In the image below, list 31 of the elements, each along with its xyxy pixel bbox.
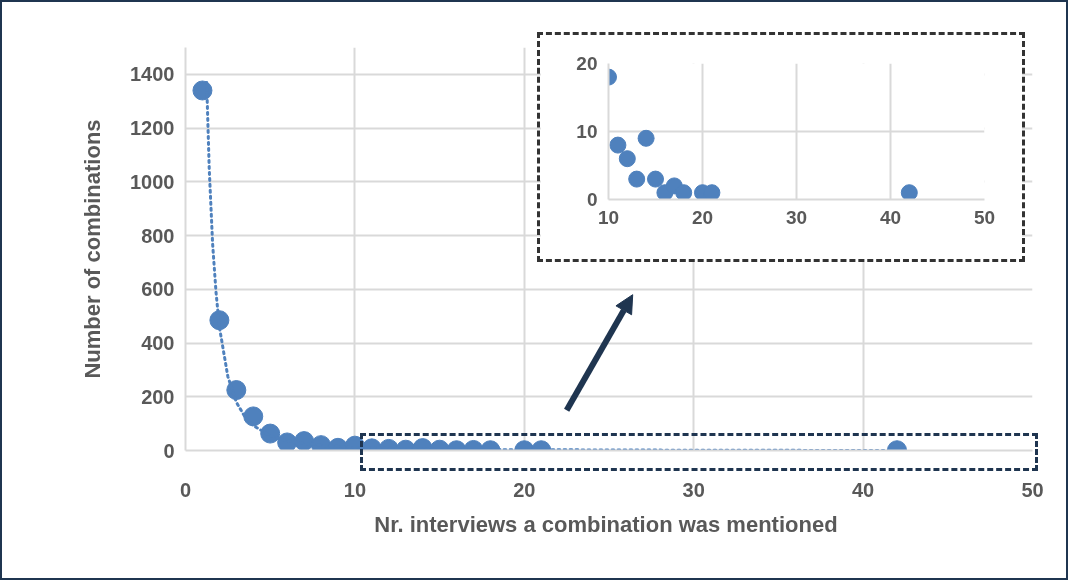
y-tick-label: 10	[576, 121, 598, 142]
x-tick-label: 20	[691, 206, 714, 228]
point	[609, 136, 627, 154]
y-axis-title: Number of combinations	[80, 119, 106, 379]
x-tick-label: 50	[1021, 478, 1044, 501]
x-tick-label: 50	[973, 206, 996, 228]
point	[628, 170, 646, 188]
y-tick-label: 1200	[130, 117, 175, 140]
point	[647, 170, 664, 188]
x-tick-label: 20	[513, 478, 536, 501]
y-tick-label: 800	[141, 224, 175, 247]
y-tick-label: 0	[586, 189, 598, 210]
point	[900, 184, 918, 200]
y-tick-label: 200	[141, 385, 175, 408]
point	[675, 184, 693, 200]
y-tick-label: 0	[163, 439, 175, 462]
x-tick-label: 10	[343, 478, 367, 501]
x-tick-label: 10	[597, 206, 620, 228]
x-tick-label: 30	[682, 478, 705, 501]
point	[618, 150, 636, 168]
y-tick-label: 1400	[130, 63, 175, 86]
y-tick-label: 400	[141, 332, 175, 355]
x-tick-label: 40	[851, 478, 875, 501]
point	[637, 129, 655, 147]
x-axis-title: Nr. interviews a combination was mentioned	[374, 511, 838, 537]
x-tick-label: 30	[785, 206, 808, 228]
y-tick-label: 20	[576, 53, 598, 74]
x-tick-label: 40	[879, 206, 902, 228]
x-tick-label: 0	[179, 478, 192, 501]
y-tick-label: 1000	[130, 170, 175, 193]
y-tick-label: 600	[141, 278, 175, 301]
